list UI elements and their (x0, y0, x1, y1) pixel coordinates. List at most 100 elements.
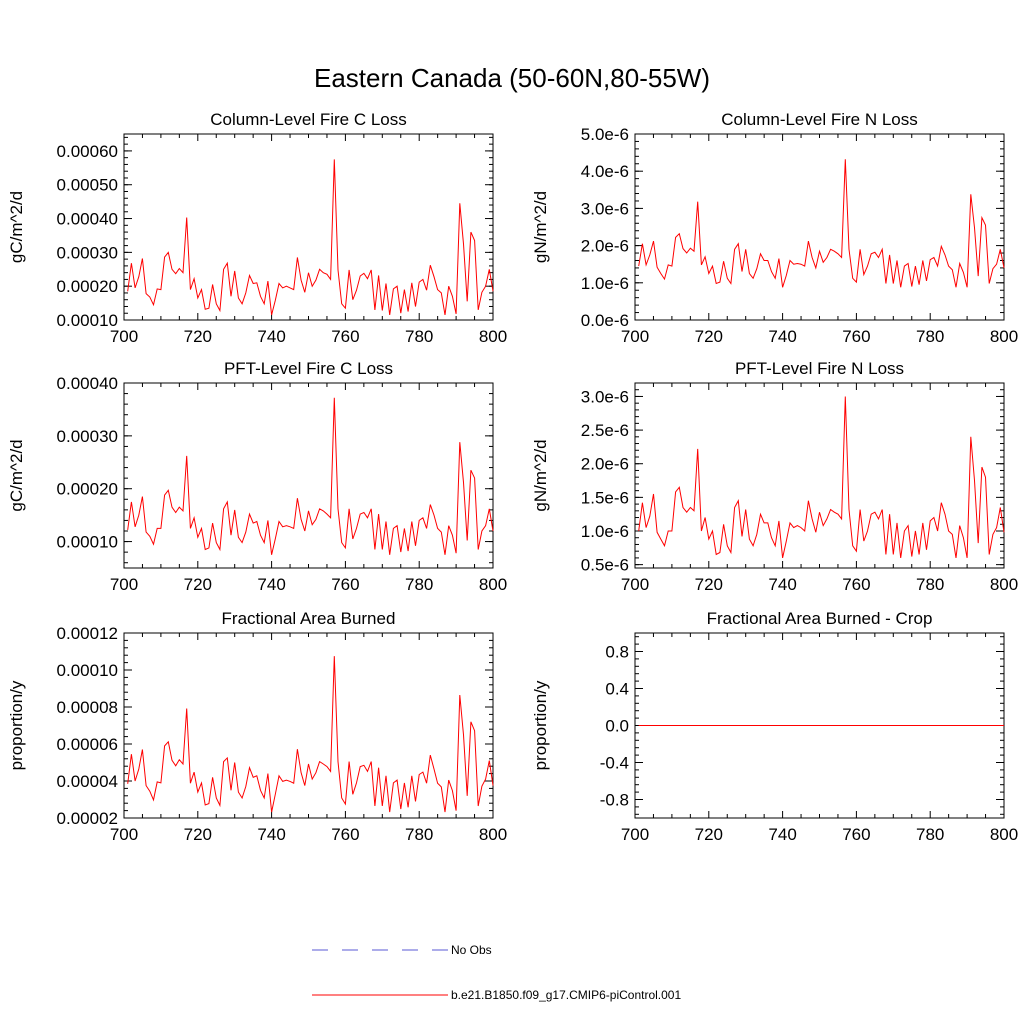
x-tick-label: 760 (842, 575, 870, 594)
plot-frame (123, 133, 494, 321)
y-tick-label: 0.00006 (57, 735, 118, 754)
x-tick-label: 720 (695, 327, 723, 346)
x-tick-label: 760 (331, 575, 359, 594)
panel-title: Fractional Area Burned - Crop (707, 609, 933, 628)
x-tick-label: 720 (184, 825, 212, 844)
y-tick-label: 0.00004 (57, 772, 118, 791)
panel-title: PFT-Level Fire C Loss (224, 359, 393, 378)
y-tick-label: 0.00012 (57, 624, 118, 643)
x-tick-label: 740 (768, 327, 796, 346)
y-tick-label: 2.0e-6 (581, 455, 629, 474)
y-tick-label: -0.4 (600, 754, 629, 773)
y-tick-label: 4.0e-6 (581, 162, 629, 181)
y-tick-label: 0.00010 (57, 311, 118, 330)
x-tick-label: 800 (479, 327, 507, 346)
x-tick-label: 780 (916, 575, 944, 594)
y-axis-label: gC/m^2/d (7, 439, 26, 511)
y-tick-label: 3.0e-6 (581, 387, 629, 406)
y-axis-label: gC/m^2/d (7, 191, 26, 263)
series-line (127, 656, 494, 813)
x-tick-label: 760 (331, 327, 359, 346)
panel-6: 700 720 740 760 780 800 -0.8 -0.4 0.0 0.4 0.8 Fract… (531, 609, 1018, 844)
x-tick-label: 740 (257, 327, 285, 346)
plot-frame (634, 133, 1005, 321)
y-tick-label: 0.0e-6 (581, 311, 629, 330)
y-axis-label: gN/m^2/d (531, 439, 550, 511)
y-axis-label: proportion/y (7, 680, 26, 770)
panel-3: 700 720 740 760 780 800 0.00010 0.00020 0.00030 0… (7, 359, 507, 594)
x-tick-label: 700 (110, 825, 138, 844)
x-tick-label: 700 (110, 575, 138, 594)
y-tick-label: 0.00050 (57, 176, 118, 195)
legend: No Obs b.e21.B1850.f09_g17.CMIP6-piContr… (312, 943, 681, 1002)
x-tick-label: 740 (257, 575, 285, 594)
y-tick-label: 3.0e-6 (581, 199, 629, 218)
x-tick-label: 800 (990, 327, 1018, 346)
y-tick-label: 0.00020 (57, 277, 118, 296)
series-line (638, 159, 1005, 288)
panel-title: PFT-Level Fire N Loss (735, 359, 904, 378)
x-tick-label: 720 (184, 575, 212, 594)
panel-1: 700 720 740 760 780 800 0.00010 0.00020 0.00030 0… (7, 110, 507, 346)
y-axis-label: proportion/y (531, 680, 550, 770)
x-tick-label: 720 (184, 327, 212, 346)
panel-4: 700 720 740 760 780 800 0.5e-6 1.0e-6 1.5e-6 2.0e… (531, 359, 1018, 594)
y-tick-label: -0.8 (600, 791, 629, 810)
y-tick-label: 0.00002 (57, 809, 118, 828)
y-tick-label: 0.00020 (57, 480, 118, 499)
panel-2: 700 720 740 760 780 800 0.0e-6 1.0e-6 2.0e-6 3.0e… (531, 110, 1018, 346)
series-line (638, 396, 1005, 559)
x-tick-label: 740 (257, 825, 285, 844)
y-tick-label: 0.00008 (57, 698, 118, 717)
y-tick-label: 2.0e-6 (581, 237, 629, 256)
x-tick-label: 700 (621, 575, 649, 594)
x-tick-label: 800 (479, 825, 507, 844)
x-tick-label: 740 (768, 825, 796, 844)
plot-frame (123, 632, 494, 819)
x-tick-label: 780 (916, 825, 944, 844)
x-tick-label: 760 (842, 825, 870, 844)
y-tick-label: 1.0e-6 (581, 274, 629, 293)
x-tick-label: 700 (621, 825, 649, 844)
y-tick-label: 1.5e-6 (581, 488, 629, 507)
y-tick-label: 0.00040 (57, 210, 118, 229)
panel-5: 700 720 740 760 780 800 0.00002 0.00004 0.00006 0… (7, 609, 507, 844)
y-tick-label: 0.00030 (57, 243, 118, 262)
x-tick-label: 720 (695, 825, 723, 844)
panel-title: Fractional Area Burned (222, 609, 396, 628)
x-tick-label: 760 (842, 327, 870, 346)
y-tick-label: 0.8 (605, 643, 629, 662)
x-tick-label: 800 (990, 575, 1018, 594)
y-tick-label: 2.5e-6 (581, 421, 629, 440)
y-tick-label: 0.00060 (57, 142, 118, 161)
x-tick-label: 780 (405, 825, 433, 844)
x-tick-label: 780 (405, 327, 433, 346)
y-tick-label: 0.5e-6 (581, 556, 629, 575)
y-tick-label: 0.00010 (57, 533, 118, 552)
figure-title: Eastern Canada (50-60N,80-55W) (314, 63, 710, 93)
x-tick-label: 780 (405, 575, 433, 594)
panel-title: Column-Level Fire N Loss (721, 110, 918, 129)
x-tick-label: 720 (695, 575, 723, 594)
series-line (127, 397, 494, 555)
y-tick-label: 0.0 (605, 717, 629, 736)
plot-frame (123, 382, 494, 569)
y-tick-label: 0.00030 (57, 427, 118, 446)
x-tick-label: 700 (621, 327, 649, 346)
y-tick-label: 0.00010 (57, 661, 118, 680)
panels: 700 720 740 760 780 800 0.00010 0.00020 0.00030 0… (7, 110, 1018, 844)
y-tick-label: 0.00040 (57, 374, 118, 393)
x-tick-label: 780 (916, 327, 944, 346)
y-tick-label: 1.0e-6 (581, 522, 629, 541)
y-axis-label: gN/m^2/d (531, 191, 550, 263)
panel-title: Column-Level Fire C Loss (210, 110, 407, 129)
x-tick-label: 740 (768, 575, 796, 594)
x-tick-label: 700 (110, 327, 138, 346)
x-tick-label: 800 (990, 825, 1018, 844)
y-tick-label: 0.4 (605, 680, 629, 699)
series-line (127, 159, 494, 316)
plot-frame (634, 382, 1005, 569)
y-tick-label: 5.0e-6 (581, 125, 629, 144)
x-tick-label: 800 (479, 575, 507, 594)
